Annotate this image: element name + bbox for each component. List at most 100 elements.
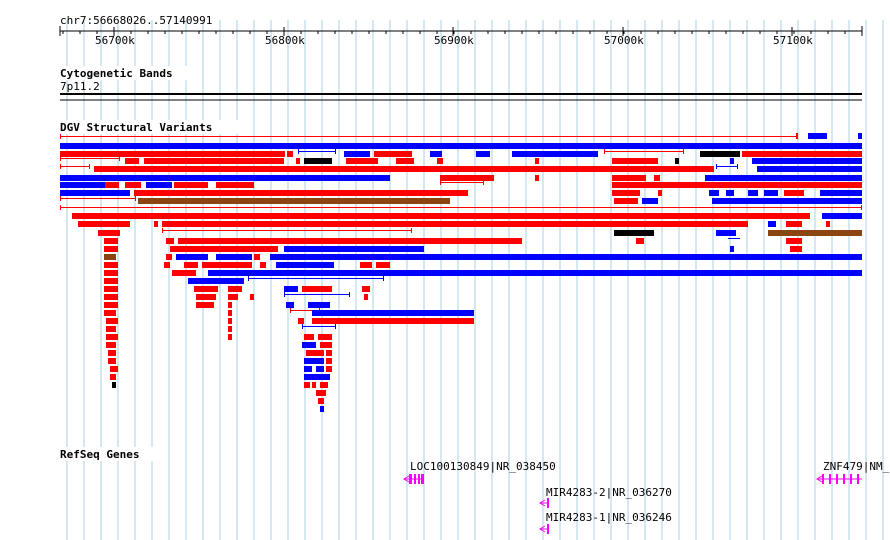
- variant-gain[interactable]: [728, 238, 740, 239]
- variant-loss[interactable]: [194, 286, 218, 292]
- variant-gain[interactable]: [176, 254, 208, 260]
- variant-gain[interactable]: [712, 198, 862, 204]
- variant-loss[interactable]: [202, 262, 252, 268]
- variant-loss[interactable]: [796, 133, 798, 139]
- variant-gain[interactable]: [726, 190, 734, 196]
- variant-loss[interactable]: [228, 294, 238, 300]
- variant-loss[interactable]: [290, 310, 320, 311]
- variant-loss[interactable]: [440, 182, 484, 183]
- variant-loss[interactable]: [364, 294, 368, 300]
- variant-loss[interactable]: [318, 398, 324, 404]
- variant-loss[interactable]: [330, 318, 474, 324]
- variant-gain[interactable]: [748, 190, 758, 196]
- variant-loss[interactable]: [228, 302, 232, 308]
- variant-loss[interactable]: [304, 382, 310, 388]
- variant-loss[interactable]: [312, 350, 324, 356]
- variant-loss[interactable]: [374, 151, 412, 157]
- variant-loss[interactable]: [784, 190, 804, 196]
- variant-loss[interactable]: [326, 358, 332, 364]
- variant-gain[interactable]: [276, 262, 334, 268]
- variant-gain[interactable]: [308, 302, 330, 308]
- variant-loss[interactable]: [98, 230, 104, 236]
- variant-gain[interactable]: [716, 166, 738, 167]
- variant-gain[interactable]: [248, 278, 384, 279]
- variant-loss[interactable]: [60, 151, 285, 157]
- variant-loss[interactable]: [104, 302, 118, 308]
- variant-gain[interactable]: [820, 190, 862, 196]
- variant-loss[interactable]: [125, 182, 141, 188]
- variant-loss[interactable]: [287, 151, 293, 157]
- variant-loss[interactable]: [78, 221, 130, 227]
- variant-gain[interactable]: [320, 406, 324, 412]
- variant-complex[interactable]: [304, 158, 332, 164]
- variant-gain[interactable]: [304, 374, 330, 380]
- variant-loss[interactable]: [826, 221, 830, 227]
- variant-gain[interactable]: [768, 221, 776, 227]
- variant-gain[interactable]: [304, 366, 312, 372]
- variant-loss[interactable]: [360, 262, 372, 268]
- variant-loss[interactable]: [72, 213, 810, 219]
- variant-loss[interactable]: [604, 151, 684, 152]
- variant-loss[interactable]: [104, 270, 118, 276]
- variant-gain[interactable]: [476, 151, 490, 157]
- variant-loss[interactable]: [144, 158, 284, 164]
- cytoband-track-title[interactable]: Cytogenetic Bands: [60, 67, 173, 80]
- variant-gain[interactable]: [312, 310, 474, 316]
- variant-gain[interactable]: [752, 158, 862, 164]
- variant-gain[interactable]: [304, 358, 324, 364]
- variant-inversion[interactable]: [768, 230, 862, 236]
- variant-loss[interactable]: [110, 374, 116, 380]
- variant-loss[interactable]: [304, 334, 314, 340]
- variant-loss[interactable]: [60, 207, 862, 208]
- refseq-track-title[interactable]: RefSeq Genes: [60, 448, 140, 461]
- variant-gain[interactable]: [730, 158, 734, 164]
- variant-loss[interactable]: [104, 262, 118, 268]
- variant-loss[interactable]: [786, 238, 802, 244]
- cytoband-bar[interactable]: [60, 93, 862, 95]
- variant-loss[interactable]: [105, 182, 119, 188]
- variant-loss[interactable]: [535, 158, 539, 164]
- variant-gain[interactable]: [284, 286, 298, 292]
- variant-gain[interactable]: [757, 166, 862, 172]
- variant-loss[interactable]: [320, 342, 332, 348]
- variant-loss[interactable]: [228, 318, 232, 324]
- variant-loss[interactable]: [228, 334, 232, 340]
- variant-loss[interactable]: [346, 158, 378, 164]
- variant-gain[interactable]: [302, 342, 316, 348]
- variant-loss[interactable]: [216, 182, 254, 188]
- variant-gain[interactable]: [284, 294, 350, 295]
- variant-loss[interactable]: [178, 238, 522, 244]
- variant-gain[interactable]: [822, 213, 862, 219]
- variant-loss[interactable]: [326, 366, 332, 372]
- variant-loss[interactable]: [228, 286, 242, 292]
- variant-inversion[interactable]: [104, 254, 116, 260]
- variant-complex[interactable]: [675, 158, 679, 164]
- variant-loss[interactable]: [104, 310, 116, 316]
- variant-gain[interactable]: [512, 151, 598, 157]
- variant-loss[interactable]: [125, 158, 139, 164]
- variant-loss[interactable]: [742, 151, 862, 157]
- variant-loss[interactable]: [196, 294, 216, 300]
- variant-loss[interactable]: [228, 310, 232, 316]
- variant-loss[interactable]: [184, 262, 198, 268]
- variant-loss[interactable]: [60, 158, 120, 159]
- variant-gain[interactable]: [642, 198, 658, 204]
- variant-inversion[interactable]: [138, 198, 450, 204]
- variant-loss[interactable]: [106, 326, 116, 332]
- variant-loss[interactable]: [440, 175, 494, 181]
- variant-loss[interactable]: [298, 318, 304, 324]
- variant-loss[interactable]: [612, 175, 646, 181]
- variant-loss[interactable]: [104, 238, 118, 244]
- variant-loss[interactable]: [106, 318, 118, 324]
- variant-loss[interactable]: [106, 334, 118, 340]
- variant-loss[interactable]: [166, 238, 174, 244]
- variant-loss[interactable]: [164, 262, 170, 268]
- variant-loss[interactable]: [296, 158, 300, 164]
- variant-gain[interactable]: [188, 278, 244, 284]
- variant-complex[interactable]: [700, 151, 740, 157]
- variant-loss[interactable]: [104, 294, 118, 300]
- variant-loss[interactable]: [162, 230, 412, 231]
- variant-gain[interactable]: [60, 190, 130, 196]
- variant-complex[interactable]: [614, 230, 654, 236]
- variant-loss[interactable]: [437, 158, 443, 164]
